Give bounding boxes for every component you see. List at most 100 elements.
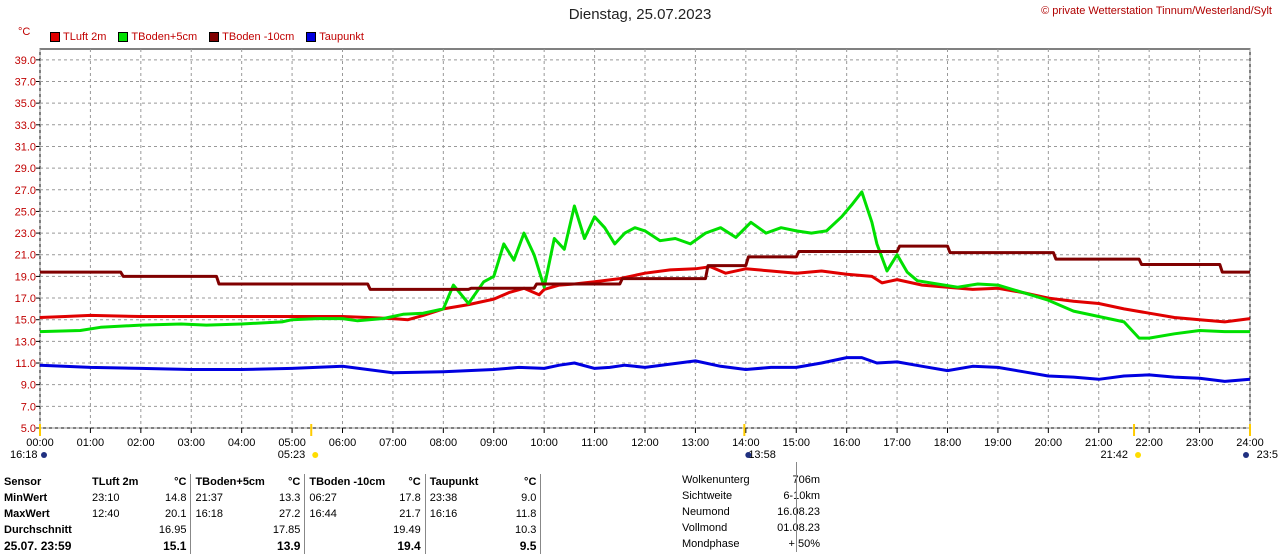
y-tick-label: 19.0 [15,271,36,283]
stats-cell: 21.7 [399,508,421,520]
legend-label-tluft: TLuft 2m [63,31,107,43]
info-value: 16.08.23 [777,506,820,518]
stats-cell: 23:10 [92,492,120,504]
stats-header-taupunkt: Taupunkt [424,474,483,490]
stats-cell: 14.8 [165,492,187,504]
stats-spacer [540,522,650,538]
y-tick-label: 11.0 [15,358,36,370]
marker-label: 23:5 [1257,449,1278,461]
x-tick-label: 00:00 [26,437,54,449]
stats-header-tboden10: TBoden -10cm [304,474,390,490]
stats-cell [304,538,390,554]
legend-item-taupunkt: Taupunkt [306,31,364,43]
legend-label-tboden10: TBoden -10cm [222,31,295,43]
stats-row-current: 25.07. 23:59 15.1 13.9 19.4 9.5 [0,538,650,554]
y-tick-label: 7.0 [21,401,36,413]
stats-cell [190,538,269,554]
legend-item-tluft: TLuft 2m [50,31,106,43]
info-value: 706m [792,474,820,486]
stats-header-unit: °C [288,476,301,488]
x-tick-label: 11:00 [581,437,608,449]
stats-row-avg: Durchschnitt 16.95 17.85 19.49 10.3 [0,522,650,538]
x-tick-label: 22:00 [1135,437,1163,449]
info-key: Mondphase [682,538,740,550]
legend-item-tboden10: TBoden -10cm [209,31,294,43]
marker-label: 05:23 [278,449,306,461]
x-tick-label: 15:00 [782,437,810,449]
legend-swatch-taupunkt [306,32,317,42]
marker-label: 13:58 [748,449,776,461]
x-tick-label: 21:00 [1085,437,1113,449]
stats-cell [424,538,483,554]
info-key: Sichtweite [682,490,733,502]
x-tick-label: 14:00 [732,437,760,449]
y-tick-label: 27.0 [15,185,36,197]
stats-cell: 15.1 [163,539,187,553]
stats-cell: 13.3 [278,492,301,504]
legend-item-tboden5: TBoden+5cm [118,31,197,43]
y-tick-label: 29.0 [15,163,36,175]
y-tick-label: 5.0 [21,423,36,435]
stats-cell: 10.3 [514,524,537,536]
y-tick-label: 33.0 [15,120,36,132]
x-tick-label: 08:00 [430,437,458,449]
stats-row-max: MaxWert 12:40 20.1 16:18 27.2 16:44 21.7… [0,506,650,522]
x-tick-label: 10:00 [530,437,558,449]
stats-spacer [540,506,650,522]
x-tick-label: 09:00 [480,437,508,449]
stats-cell: 23:38 [424,490,483,506]
y-tick-label: 37.0 [15,76,36,88]
x-tick-label: 02:00 [127,437,155,449]
y-tick-label: 15.0 [15,315,36,327]
stats-header-unit: °C [524,476,537,488]
info-key: Wolkenunterg [682,474,750,486]
stats-cell: 19.49 [393,524,421,536]
stats-cell: 21:37 [190,490,269,506]
info-row-visibility: Sichtweite 6-10km [682,490,820,506]
stats-header-unit: °C [174,476,187,488]
info-row-cloud-base: Wolkenunterg 706m [682,474,820,490]
stats-spacer [540,490,650,506]
sunset-icon [1135,452,1142,458]
stats-cell: 9.5 [519,539,537,553]
x-tick-label: 06:00 [329,437,357,449]
marker-label: 21:42 [1101,449,1129,461]
legend-label-taupunkt: Taupunkt [319,31,364,43]
stats-row-label: 25.07. 23:59 [4,539,72,553]
x-tick-label: 23:00 [1186,437,1214,449]
x-tick-label: 01:00 [77,437,105,449]
x-tick-label: 19:00 [984,437,1012,449]
x-tick-label: 24:00 [1236,437,1264,449]
chart-legend: TLuft 2m TBoden+5cm TBoden -10cm Taupunk… [50,31,364,43]
stats-spacer [540,538,650,554]
stats-cell: 11.8 [515,508,537,520]
series-line [39,190,1250,340]
stats-cell: 16:44 [304,506,390,522]
weather-info: Wolkenunterg 706m Sichtweite 6-10km Neum… [682,474,820,554]
legend-swatch-tboden5 [118,32,129,42]
stats-cell: 20.1 [165,508,187,520]
x-tick-label: 04:00 [228,437,256,449]
info-key: Neumond [682,506,730,518]
stats-cell [424,522,483,538]
x-tick-label: 20:00 [1035,437,1063,449]
x-tick-label: 07:00 [379,437,407,449]
stats-cell: 9.0 [521,492,537,504]
stats-cell: 16:18 [190,506,269,522]
x-tick-label: 17:00 [883,437,911,449]
x-tick-label: 18:00 [934,437,962,449]
series-line [39,265,1251,324]
stats-row-min: MinWert 23:10 14.8 21:37 13.3 06:27 17.8… [0,490,650,506]
y-tick-label: 17.0 [15,293,36,305]
stats-row-label: Durchschnitt [4,524,72,536]
stats-header-tluft: TLuft 2m [92,476,139,488]
y-tick-label: 23.0 [15,228,36,240]
stats-cell: 19.4 [397,539,421,553]
moon-transit-icon [745,452,752,458]
x-tick-label: 12:00 [631,437,659,449]
legend-swatch-tboden10 [209,32,220,42]
stats-cell: 06:27 [304,490,390,506]
y-tick-label: 35.0 [15,98,36,110]
x-tick-label: 13:00 [682,437,710,449]
info-row-full-moon: Vollmond 01.08.23 [682,522,820,538]
